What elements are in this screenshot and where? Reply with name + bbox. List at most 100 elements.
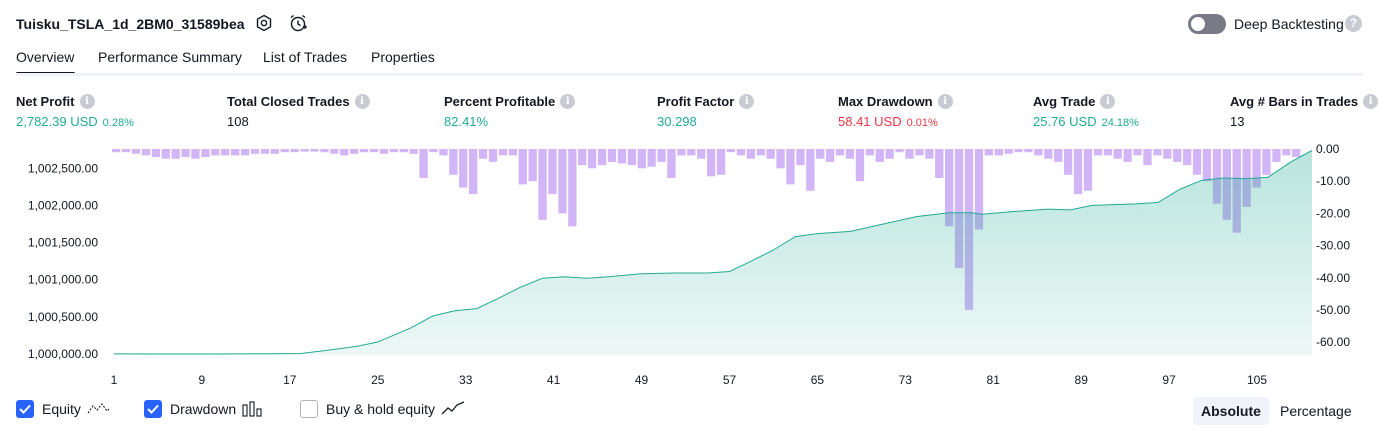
drawdown-bar	[449, 149, 457, 175]
legend-label: Buy & hold equity	[326, 401, 435, 417]
x-axis-tick: 105	[1247, 373, 1267, 387]
drawdown-bar	[866, 149, 874, 155]
drawdown-bar	[419, 149, 427, 178]
drawdown-bar	[856, 149, 864, 181]
drawdown-bar	[598, 149, 606, 165]
drawdown-bar	[737, 149, 745, 155]
right-axis-tick: -40.00	[1316, 271, 1350, 285]
metric-percent-profitable: Percent Profitable i 82.41%	[444, 94, 575, 129]
drawdown-bar	[985, 149, 993, 155]
drawdown-bar	[261, 149, 269, 154]
info-icon[interactable]: i	[560, 94, 575, 109]
drawdown-bar	[529, 149, 537, 181]
left-axis-tick: 1,000,500.00	[28, 310, 98, 324]
x-axis-tick: 49	[635, 373, 649, 387]
drawdown-bar	[1114, 149, 1122, 159]
drawdown-bar	[915, 149, 923, 155]
legend-label: Drawdown	[170, 401, 236, 417]
checkbox-unchecked-icon[interactable]	[300, 400, 318, 418]
drawdown-bar	[1044, 149, 1052, 159]
drawdown-bar	[905, 149, 913, 159]
metric-value: 25.76 USD	[1033, 114, 1097, 129]
drawdown-bar	[1104, 149, 1112, 155]
tab-divider	[16, 73, 1363, 76]
x-axis-tick: 89	[1075, 373, 1089, 387]
metric-label: Max Drawdown	[838, 94, 933, 109]
equity-drawdown-chart[interactable]: 1,002,500.00 1,002,000.00 1,001,500.00 1,00…	[0, 140, 1379, 390]
drawdown-bar	[657, 149, 665, 162]
drawdown-bar	[1153, 149, 1161, 155]
drawdown-bar	[459, 149, 467, 188]
legend-drawdown[interactable]: Drawdown	[144, 400, 262, 418]
info-icon[interactable]: i	[80, 94, 95, 109]
drawdown-bar	[767, 149, 775, 159]
drawdown-bar	[310, 149, 318, 152]
info-icon[interactable]: i	[739, 94, 754, 109]
drawdown-bar	[330, 149, 338, 154]
drawdown-bar	[558, 149, 566, 213]
metric-label: Total Closed Trades	[227, 94, 350, 109]
x-axis-tick: 73	[899, 373, 913, 387]
drawdown-bar	[300, 149, 308, 152]
right-axis-tick: -30.00	[1316, 239, 1350, 253]
drawdown-bar	[281, 149, 289, 152]
tab-overview[interactable]: Overview	[16, 49, 74, 65]
drawdown-bar	[1272, 149, 1280, 162]
x-axis-tick: 81	[987, 373, 1001, 387]
info-icon[interactable]: i	[355, 94, 370, 109]
absolute-mode-button[interactable]: Absolute	[1193, 397, 1269, 425]
checkbox-checked-icon[interactable]	[144, 400, 162, 418]
drawdown-bar	[717, 149, 725, 175]
metric-net-profit: Net Profit i 2,782.39 USD 0.28%	[16, 94, 134, 129]
x-axis-tick: 17	[283, 373, 297, 387]
drawdown-bar	[201, 149, 209, 157]
drawdown-bar	[1024, 149, 1032, 152]
drawdown-bar	[469, 149, 477, 194]
metric-percent: 0.28%	[103, 117, 134, 129]
help-icon[interactable]: ?	[1345, 15, 1362, 32]
right-axis-tick: 0.00	[1316, 142, 1340, 156]
left-axis-tick: 1,002,500.00	[28, 161, 98, 175]
tab-performance-summary[interactable]: Performance Summary	[98, 49, 242, 65]
drawdown-bar	[142, 149, 150, 155]
info-icon[interactable]: i	[1100, 94, 1115, 109]
drawdown-bar	[707, 149, 715, 176]
metric-total-closed-trades: Total Closed Trades i 108	[227, 94, 370, 129]
drawdown-bar	[1193, 149, 1201, 175]
drawdown-bar	[489, 149, 497, 162]
drawdown-bar	[400, 149, 408, 152]
checkbox-checked-icon[interactable]	[16, 400, 34, 418]
drawdown-bar	[776, 149, 784, 168]
percentage-mode-button[interactable]: Percentage	[1272, 397, 1360, 425]
drawdown-bar	[538, 149, 546, 220]
deep-backtesting-toggle[interactable]	[1188, 14, 1226, 34]
equity-area	[114, 151, 1312, 356]
settings-icon[interactable]	[254, 13, 274, 33]
info-icon[interactable]: i	[1363, 94, 1378, 109]
drawdown-bar	[578, 149, 586, 165]
metric-value: 82.41%	[444, 114, 488, 129]
legend-equity[interactable]: Equity	[16, 400, 111, 418]
drawdown-bar	[429, 149, 437, 152]
strategy-title: Tuisku_TSLA_1d_2BM0_31589bea	[16, 16, 245, 32]
drawdown-bar	[241, 149, 249, 155]
tab-properties[interactable]: Properties	[371, 49, 435, 65]
metric-profit-factor: Profit Factor i 30.298	[657, 94, 754, 129]
drawdown-bar	[1064, 149, 1072, 175]
drawdown-bar	[509, 149, 517, 155]
metric-label: Net Profit	[16, 94, 75, 109]
drawdown-bar	[995, 149, 1003, 155]
drawdown-bar	[172, 149, 180, 159]
legend-buy-hold-equity[interactable]: Buy & hold equity	[300, 400, 465, 418]
drawdown-bar	[1005, 149, 1013, 154]
info-icon[interactable]: i	[938, 94, 953, 109]
drawdown-bar	[1282, 149, 1290, 155]
drawdown-bar	[340, 149, 348, 155]
drawdown-bar	[271, 149, 279, 154]
left-axis-tick: 1,000,000.00	[28, 347, 98, 361]
drawdown-bar	[925, 149, 933, 159]
alert-clock-icon[interactable]	[288, 13, 308, 33]
drawdown-bar	[1014, 149, 1022, 152]
tab-list-of-trades[interactable]: List of Trades	[263, 49, 347, 65]
drawdown-bar	[499, 149, 507, 155]
